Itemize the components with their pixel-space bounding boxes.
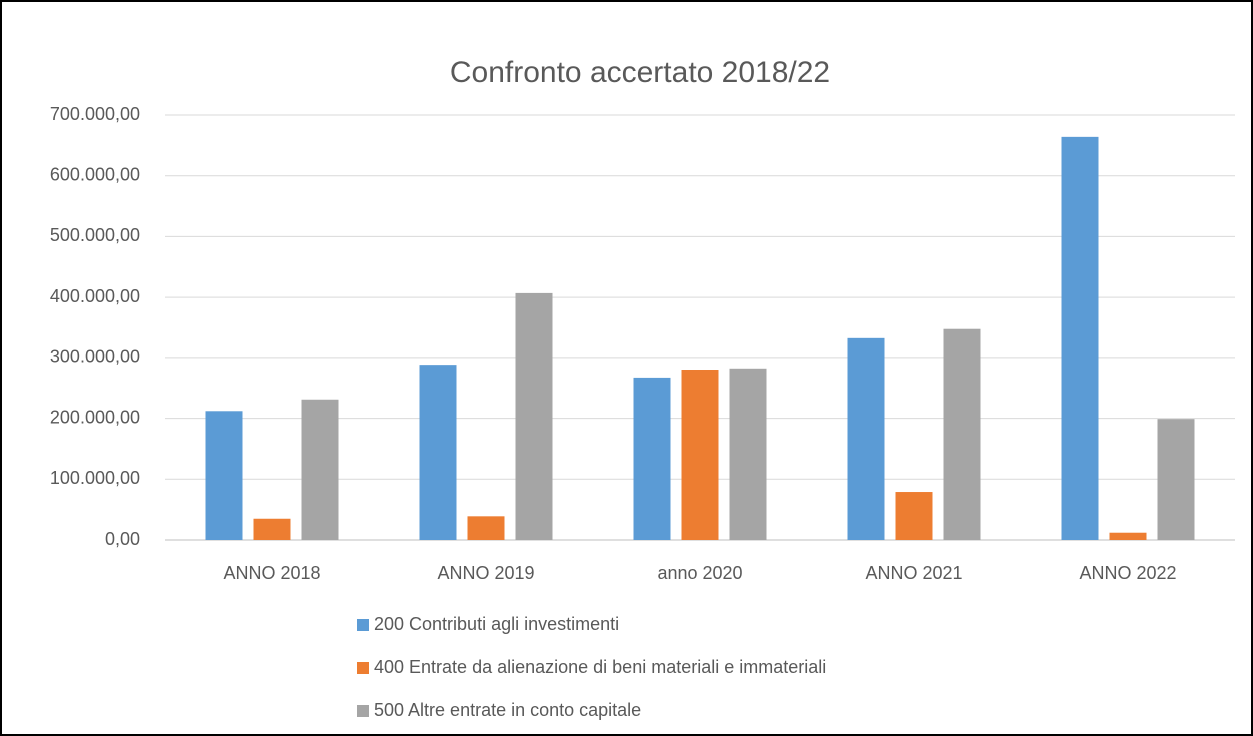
y-tick-label: 400.000,00 bbox=[50, 286, 140, 306]
legend-swatch bbox=[357, 619, 369, 631]
bar bbox=[205, 411, 243, 540]
bar bbox=[895, 492, 933, 540]
y-tick-label: 300.000,00 bbox=[50, 347, 140, 367]
bar bbox=[943, 328, 981, 540]
bar bbox=[301, 399, 339, 540]
bar bbox=[847, 337, 885, 540]
bar bbox=[253, 518, 291, 540]
bar bbox=[467, 516, 505, 540]
legend-label: 500 Altre entrate in conto capitale bbox=[374, 700, 641, 720]
bar bbox=[1157, 419, 1195, 540]
y-tick-label: 600.000,00 bbox=[50, 164, 140, 184]
bar bbox=[1109, 532, 1147, 540]
y-tick-label: 0,00 bbox=[105, 529, 140, 549]
x-tick-label: ANNO 2022 bbox=[1079, 563, 1176, 583]
bar bbox=[681, 370, 719, 540]
legend-swatch bbox=[357, 705, 369, 717]
x-tick-label: ANNO 2018 bbox=[223, 563, 320, 583]
bar bbox=[729, 368, 767, 540]
legend-swatch bbox=[357, 662, 369, 674]
y-tick-label: 500.000,00 bbox=[50, 225, 140, 245]
x-tick-label: ANNO 2019 bbox=[437, 563, 534, 583]
x-tick-label: anno 2020 bbox=[657, 563, 742, 583]
legend-label: 400 Entrate da alienazione di beni mater… bbox=[374, 657, 826, 677]
bar bbox=[633, 377, 671, 540]
legend-label: 200 Contributi agli investimenti bbox=[374, 614, 619, 634]
y-tick-label: 100.000,00 bbox=[50, 468, 140, 488]
bar bbox=[1061, 136, 1099, 540]
y-tick-label: 200.000,00 bbox=[50, 407, 140, 427]
x-tick-label: ANNO 2021 bbox=[865, 563, 962, 583]
bar bbox=[515, 292, 553, 540]
bar bbox=[419, 365, 457, 540]
chart-title: Confronto accertato 2018/22 bbox=[450, 56, 830, 89]
y-tick-label: 700.000,00 bbox=[50, 104, 140, 124]
